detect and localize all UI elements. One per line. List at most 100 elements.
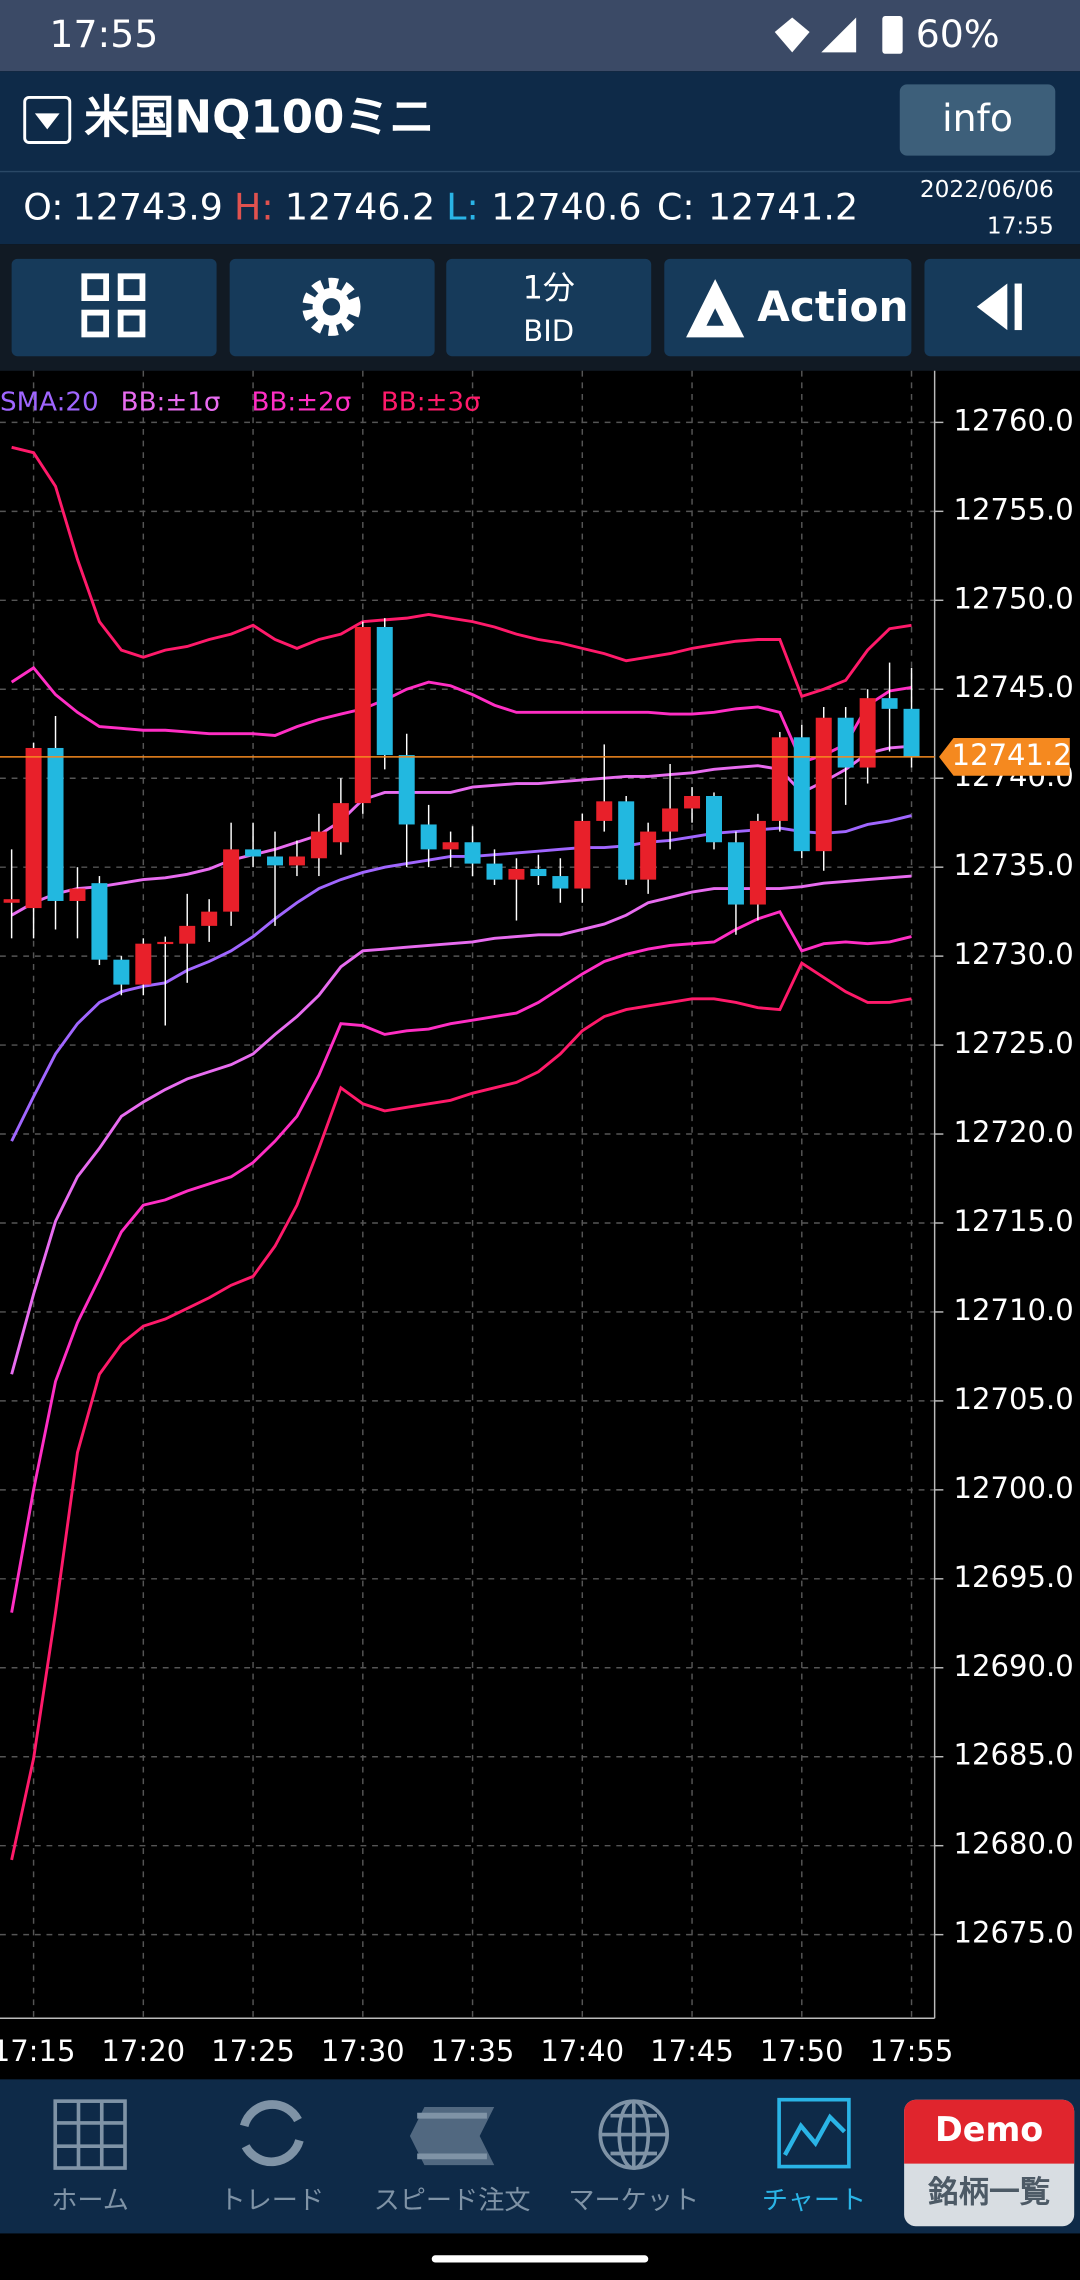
candle-body	[771, 737, 788, 821]
open-value: 12743.9	[73, 185, 223, 228]
x-tick-label: 17:55	[870, 2034, 954, 2068]
collapse-icon	[976, 283, 1008, 331]
candle-body	[332, 803, 349, 843]
symbol-list-label[interactable]: 銘柄一覧	[927, 2176, 1050, 2211]
legend-entry: BB:±2σ	[251, 387, 351, 417]
candle-body	[354, 626, 371, 804]
candle-body	[25, 747, 42, 909]
price-side-label[interactable]: BID	[523, 314, 574, 348]
status-time: 17:55	[49, 12, 158, 56]
battery-text: 60%	[916, 12, 1000, 56]
chart-nav-line	[783, 2113, 847, 2157]
candle-body	[530, 868, 547, 877]
last-price-tag	[939, 737, 1070, 776]
x-tick-label: 17:15	[0, 2034, 75, 2068]
y-tick-label: 12685.0	[954, 1738, 1074, 1772]
layout-button[interactable]	[11, 258, 217, 357]
y-tick-label: 12750.0	[954, 581, 1074, 615]
y-tick-label: 12705.0	[954, 1382, 1074, 1416]
low-value: 12740.6	[491, 185, 641, 228]
candle-body	[815, 717, 832, 852]
y-tick-label: 12700.0	[954, 1471, 1074, 1505]
y-tick-label: 12680.0	[954, 1827, 1074, 1861]
candle-body	[179, 925, 196, 944]
action-label[interactable]: Action	[757, 282, 908, 331]
dropdown-arrow	[34, 113, 60, 130]
candle-body	[793, 737, 810, 852]
x-tick-label: 17:50	[760, 2034, 844, 2068]
candle-body	[749, 820, 766, 905]
speed-icon	[409, 2106, 495, 2166]
nav-home[interactable]: ホーム	[51, 2186, 129, 2216]
y-tick-label: 12725.0	[954, 1026, 1074, 1060]
period-button[interactable]	[446, 258, 652, 357]
bottom-nav: ホーム トレード スピード注文 マーケット チャート Demo 銘柄一覧	[0, 2079, 1080, 2234]
high-label: H:	[234, 185, 274, 228]
last-price-label: 12741.2	[952, 738, 1072, 772]
symbol-title[interactable]: 米国NQ100ミニ	[84, 91, 434, 144]
chart-nav-icon	[777, 2097, 851, 2169]
candle-body	[464, 842, 481, 864]
indicator-line	[11, 445, 912, 699]
quote-date: 2022/06/06	[920, 176, 1054, 203]
candle-body	[398, 755, 415, 825]
candle-body	[684, 796, 701, 809]
x-tick-label: 17:35	[431, 2034, 515, 2068]
low-label: L:	[446, 185, 478, 228]
candle-body	[486, 863, 503, 880]
collapse-bar	[1014, 283, 1022, 331]
candle-body	[552, 876, 569, 889]
candle-body	[859, 698, 876, 768]
y-tick-label: 12760.0	[954, 403, 1074, 437]
candle-body	[705, 796, 722, 843]
x-tick-label: 17:45	[650, 2034, 734, 2068]
x-tick-label: 17:40	[540, 2034, 624, 2068]
demo-label[interactable]: Demo	[935, 2110, 1043, 2149]
wifi-icon	[774, 17, 810, 53]
grid	[0, 370, 935, 2019]
nav-trade[interactable]: トレード	[220, 2186, 325, 2216]
y-tick-label: 12675.0	[954, 1916, 1074, 1950]
demo-badge	[904, 2099, 1075, 2164]
candle-body	[881, 698, 898, 709]
candles	[3, 618, 920, 1026]
nav-chart[interactable]: チャート	[762, 2186, 866, 2216]
battery-icon	[882, 15, 903, 54]
y-tick-label: 12695.0	[954, 1560, 1074, 1594]
y-tick-label: 12710.0	[954, 1293, 1074, 1327]
axes: 12760.012755.012750.012745.012740.012735…	[0, 370, 1074, 2068]
candle-body	[47, 747, 64, 901]
open-label: O:	[23, 185, 63, 228]
status-bar: 17:55 60%	[0, 0, 1080, 72]
candle-body	[223, 849, 240, 912]
info-button[interactable]	[899, 84, 1056, 156]
legend-entry: BB:±3σ	[381, 387, 481, 417]
layout-icon	[81, 273, 146, 338]
period-label[interactable]: 1分	[523, 268, 575, 306]
quote-time: 17:55	[987, 212, 1054, 239]
candle-body	[442, 842, 459, 850]
gesture-pill	[431, 2255, 649, 2263]
symbol-dropdown[interactable]	[23, 95, 72, 144]
nav-market[interactable]: マーケット	[568, 2186, 699, 2216]
candle-body	[640, 831, 657, 880]
candle-body	[596, 801, 613, 821]
settings-icon	[302, 277, 361, 336]
candle-body	[662, 808, 679, 832]
nav-speed-order[interactable]: スピード注文	[374, 2186, 531, 2216]
legend: SMA:20 BB:±1σ BB:±2σ BB:±3σ	[0, 387, 481, 417]
y-tick-label: 12745.0	[954, 670, 1074, 704]
candle-body	[288, 856, 305, 866]
candle-body	[3, 899, 20, 903]
x-tick-label: 17:30	[321, 2034, 405, 2068]
high-value: 12746.2	[285, 185, 435, 228]
candle-body	[69, 888, 86, 901]
y-tick-label: 12690.0	[954, 1649, 1074, 1683]
y-tick-label: 12735.0	[954, 848, 1074, 882]
close-value: 12741.2	[708, 185, 858, 228]
candle-body	[420, 824, 437, 850]
info-button-label[interactable]: info	[942, 96, 1013, 140]
candle-body	[903, 708, 920, 757]
